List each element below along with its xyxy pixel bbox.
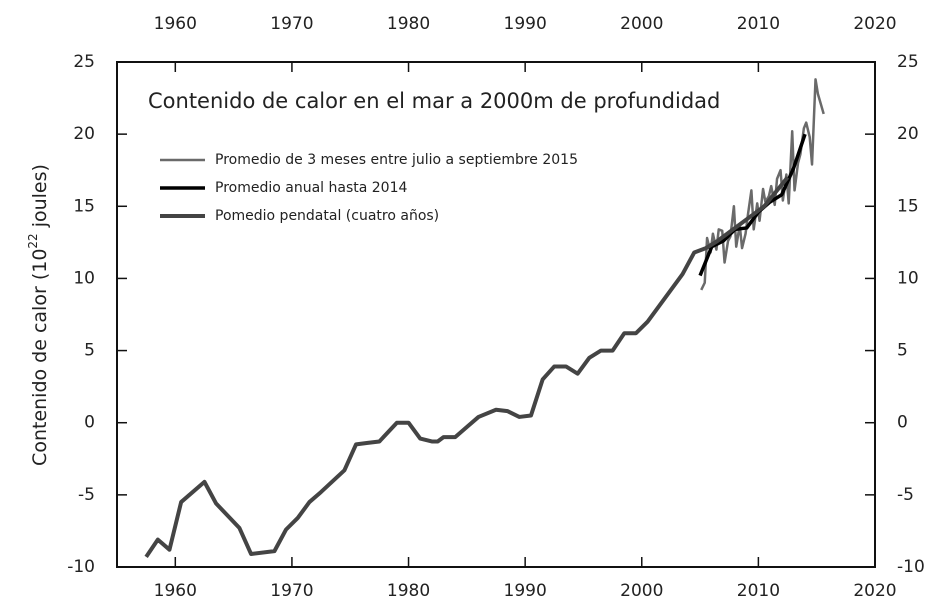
y-axis-label: Contenido de calor (1022 joules) (26, 164, 51, 466)
y-tick-label-right: 5 (897, 341, 908, 361)
y-tick-label: 0 (84, 413, 95, 433)
y-tick-label-right: -5 (897, 485, 914, 505)
x-tick-label: 2020 (853, 581, 896, 601)
y-tick-label: 20 (73, 124, 95, 144)
x-tick-label: 1960 (154, 581, 197, 601)
x-tick-label-top: 1960 (154, 14, 197, 34)
y-tick-label: 25 (73, 52, 95, 72)
legend-label: Promedio de 3 meses entre julio a septie… (215, 152, 578, 168)
x-tick-label: 2000 (620, 581, 663, 601)
series-line (698, 133, 807, 277)
y-tick-label-right: 25 (897, 52, 919, 72)
chart-title: Contenido de calor en el mar a 2000m de … (148, 89, 720, 113)
legend-label: Promedio anual hasta 2014 (215, 180, 407, 196)
y-tick-label: -5 (78, 485, 95, 505)
y-tick-label: 15 (73, 196, 95, 216)
y-tick-label: 5 (84, 341, 95, 361)
x-tick-label: 2010 (737, 581, 780, 601)
x-tick-label-top: 1980 (387, 14, 430, 34)
x-tick-label-top: 2000 (620, 14, 663, 34)
plot-frame (116, 61, 876, 568)
legend-label: Pomedio pendatal (cuatro años) (215, 208, 439, 224)
x-tick-label: 1970 (270, 581, 313, 601)
x-tick-label: 1990 (504, 581, 547, 601)
y-tick-label-right: 15 (897, 196, 919, 216)
y-tick-label-right: 0 (897, 413, 908, 433)
x-tick-label-top: 2020 (853, 14, 896, 34)
x-tick-label-top: 1970 (270, 14, 313, 34)
y-tick-label-right: 10 (897, 268, 919, 288)
x-tick-label-top: 2010 (737, 14, 780, 34)
x-tick-label-top: 1990 (504, 14, 547, 34)
series-line (144, 176, 790, 559)
x-tick-label: 1980 (387, 581, 430, 601)
y-tick-label-right: -10 (897, 557, 925, 577)
y-tick-label: 10 (73, 268, 95, 288)
y-tick-label: -10 (67, 557, 95, 577)
y-tick-label-right: 20 (897, 124, 919, 144)
